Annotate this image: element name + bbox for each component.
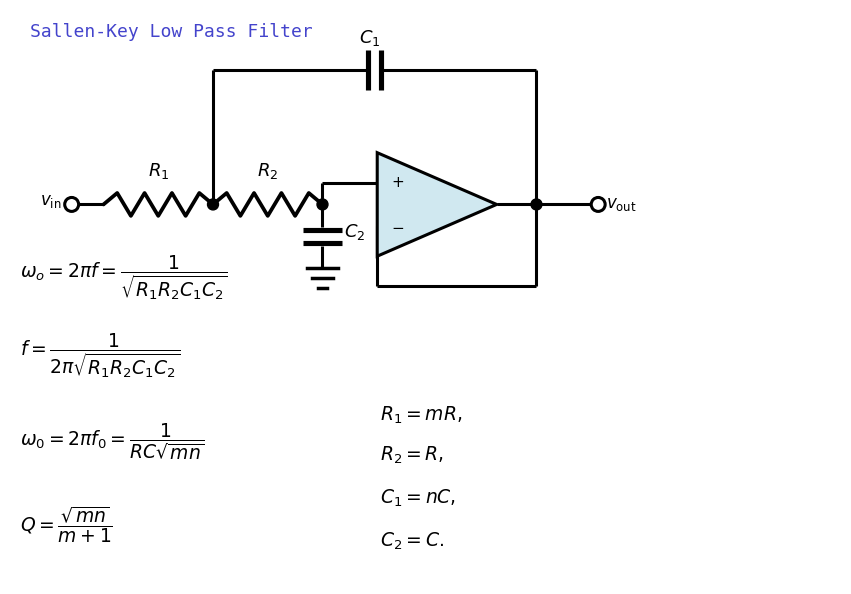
Text: $R_1$: $R_1$: [147, 160, 169, 181]
Text: Sallen-Key Low Pass Filter: Sallen-Key Low Pass Filter: [30, 23, 312, 42]
Circle shape: [65, 197, 78, 211]
Text: $\omega_0 = 2\pi f_0 = \dfrac{1}{RC\sqrt{mn}}$: $\omega_0 = 2\pi f_0 = \dfrac{1}{RC\sqrt…: [20, 421, 204, 462]
Text: $C_1 = nC,$: $C_1 = nC,$: [380, 488, 456, 508]
Text: $R_1 = mR,$: $R_1 = mR,$: [380, 405, 463, 426]
Text: $C_1$: $C_1$: [358, 28, 380, 48]
Polygon shape: [377, 153, 497, 256]
Text: $\omega_o = 2\pi f = \dfrac{1}{\sqrt{R_1 R_2 C_1 C_2}}$: $\omega_o = 2\pi f = \dfrac{1}{\sqrt{R_1…: [20, 254, 227, 302]
Circle shape: [591, 197, 605, 211]
Circle shape: [208, 199, 219, 210]
Text: $R_2 = R,$: $R_2 = R,$: [380, 444, 444, 466]
Text: $v_{\mathrm{out}}$: $v_{\mathrm{out}}$: [606, 195, 637, 213]
Circle shape: [531, 199, 542, 210]
Text: $C_2 = C.$: $C_2 = C.$: [380, 530, 444, 551]
Text: $R_2$: $R_2$: [257, 160, 278, 181]
Circle shape: [317, 199, 328, 210]
Text: $Q = \dfrac{\sqrt{mn}}{m+1}$: $Q = \dfrac{\sqrt{mn}}{m+1}$: [20, 504, 113, 545]
Text: $+$: $+$: [391, 175, 404, 190]
Text: $f = \dfrac{1}{2\pi\sqrt{R_1 R_2 C_1 C_2}}$: $f = \dfrac{1}{2\pi\sqrt{R_1 R_2 C_1 C_2…: [20, 331, 180, 380]
Text: $v_{\mathrm{in}}$: $v_{\mathrm{in}}$: [40, 192, 62, 210]
Text: $-$: $-$: [391, 219, 404, 234]
Text: $C_2$: $C_2$: [345, 222, 366, 242]
